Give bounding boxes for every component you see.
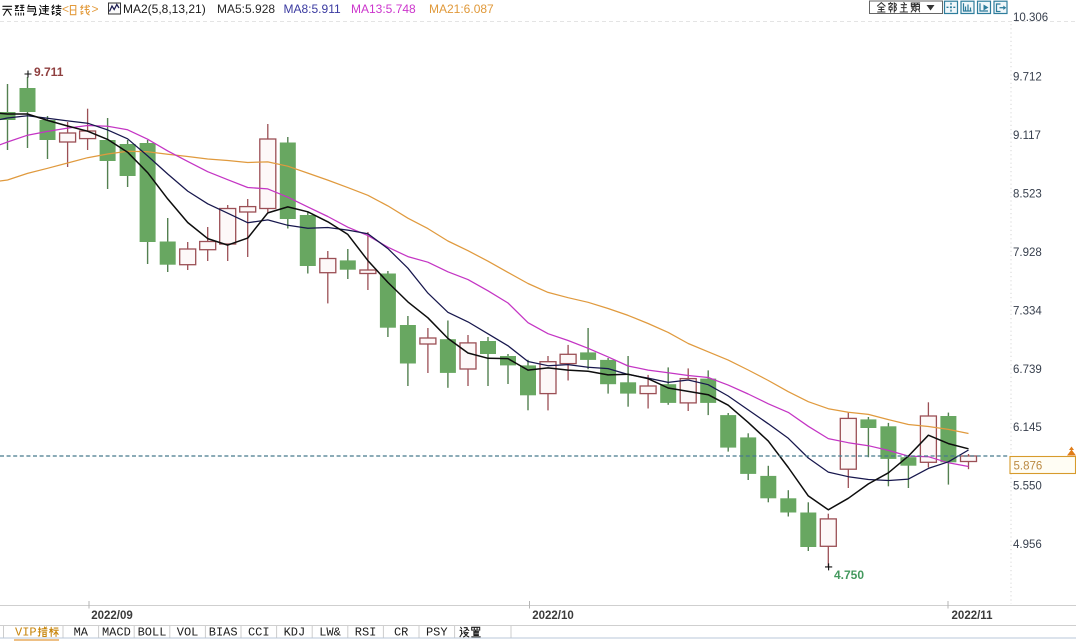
svg-text:<: <	[62, 2, 69, 16]
svg-text:>: >	[92, 2, 99, 16]
svg-text:9.711: 9.711	[34, 65, 64, 79]
svg-text:MA13:5.748: MA13:5.748	[351, 2, 416, 16]
svg-text:CR: CR	[394, 626, 408, 640]
svg-text:RSI: RSI	[355, 626, 377, 640]
svg-text:MA8:5.911: MA8:5.911	[284, 2, 341, 16]
svg-text:7.928: 7.928	[1013, 247, 1042, 259]
svg-text:2022/09: 2022/09	[91, 610, 133, 622]
svg-text:BOLL: BOLL	[138, 626, 167, 640]
svg-text:8.523: 8.523	[1013, 188, 1042, 200]
svg-text:MA21:6.087: MA21:6.087	[429, 2, 494, 16]
svg-text:MA: MA	[74, 626, 89, 640]
svg-text:MA5:5.928: MA5:5.928	[217, 2, 275, 16]
svg-text:9.712: 9.712	[1013, 72, 1042, 84]
svg-text:CCI: CCI	[248, 626, 270, 640]
svg-text:6.145: 6.145	[1013, 422, 1042, 434]
svg-text:4.956: 4.956	[1013, 539, 1042, 551]
svg-text:BIAS: BIAS	[209, 626, 238, 640]
svg-text:5.876: 5.876	[1014, 460, 1043, 472]
svg-text:KDJ: KDJ	[284, 626, 306, 640]
svg-text:2022/10: 2022/10	[532, 610, 574, 622]
svg-text:5.550: 5.550	[1013, 481, 1042, 493]
svg-text:4.750: 4.750	[834, 568, 864, 582]
svg-text:9.117: 9.117	[1013, 130, 1041, 142]
svg-text:PSY: PSY	[426, 626, 448, 640]
svg-text:LW&: LW&	[319, 626, 341, 640]
svg-text:10.306: 10.306	[1013, 12, 1048, 24]
svg-text:7.334: 7.334	[1013, 305, 1042, 317]
svg-text:6.739: 6.739	[1013, 364, 1042, 376]
svg-text:VOL: VOL	[177, 626, 199, 640]
svg-text:2022/11: 2022/11	[952, 610, 994, 622]
svg-text:VIP: VIP	[15, 626, 37, 640]
svg-text:MA2(5,8,13,21): MA2(5,8,13,21)	[123, 2, 206, 16]
svg-text:MACD: MACD	[102, 626, 131, 640]
